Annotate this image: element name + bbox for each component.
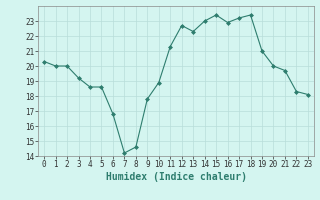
X-axis label: Humidex (Indice chaleur): Humidex (Indice chaleur) bbox=[106, 172, 246, 182]
